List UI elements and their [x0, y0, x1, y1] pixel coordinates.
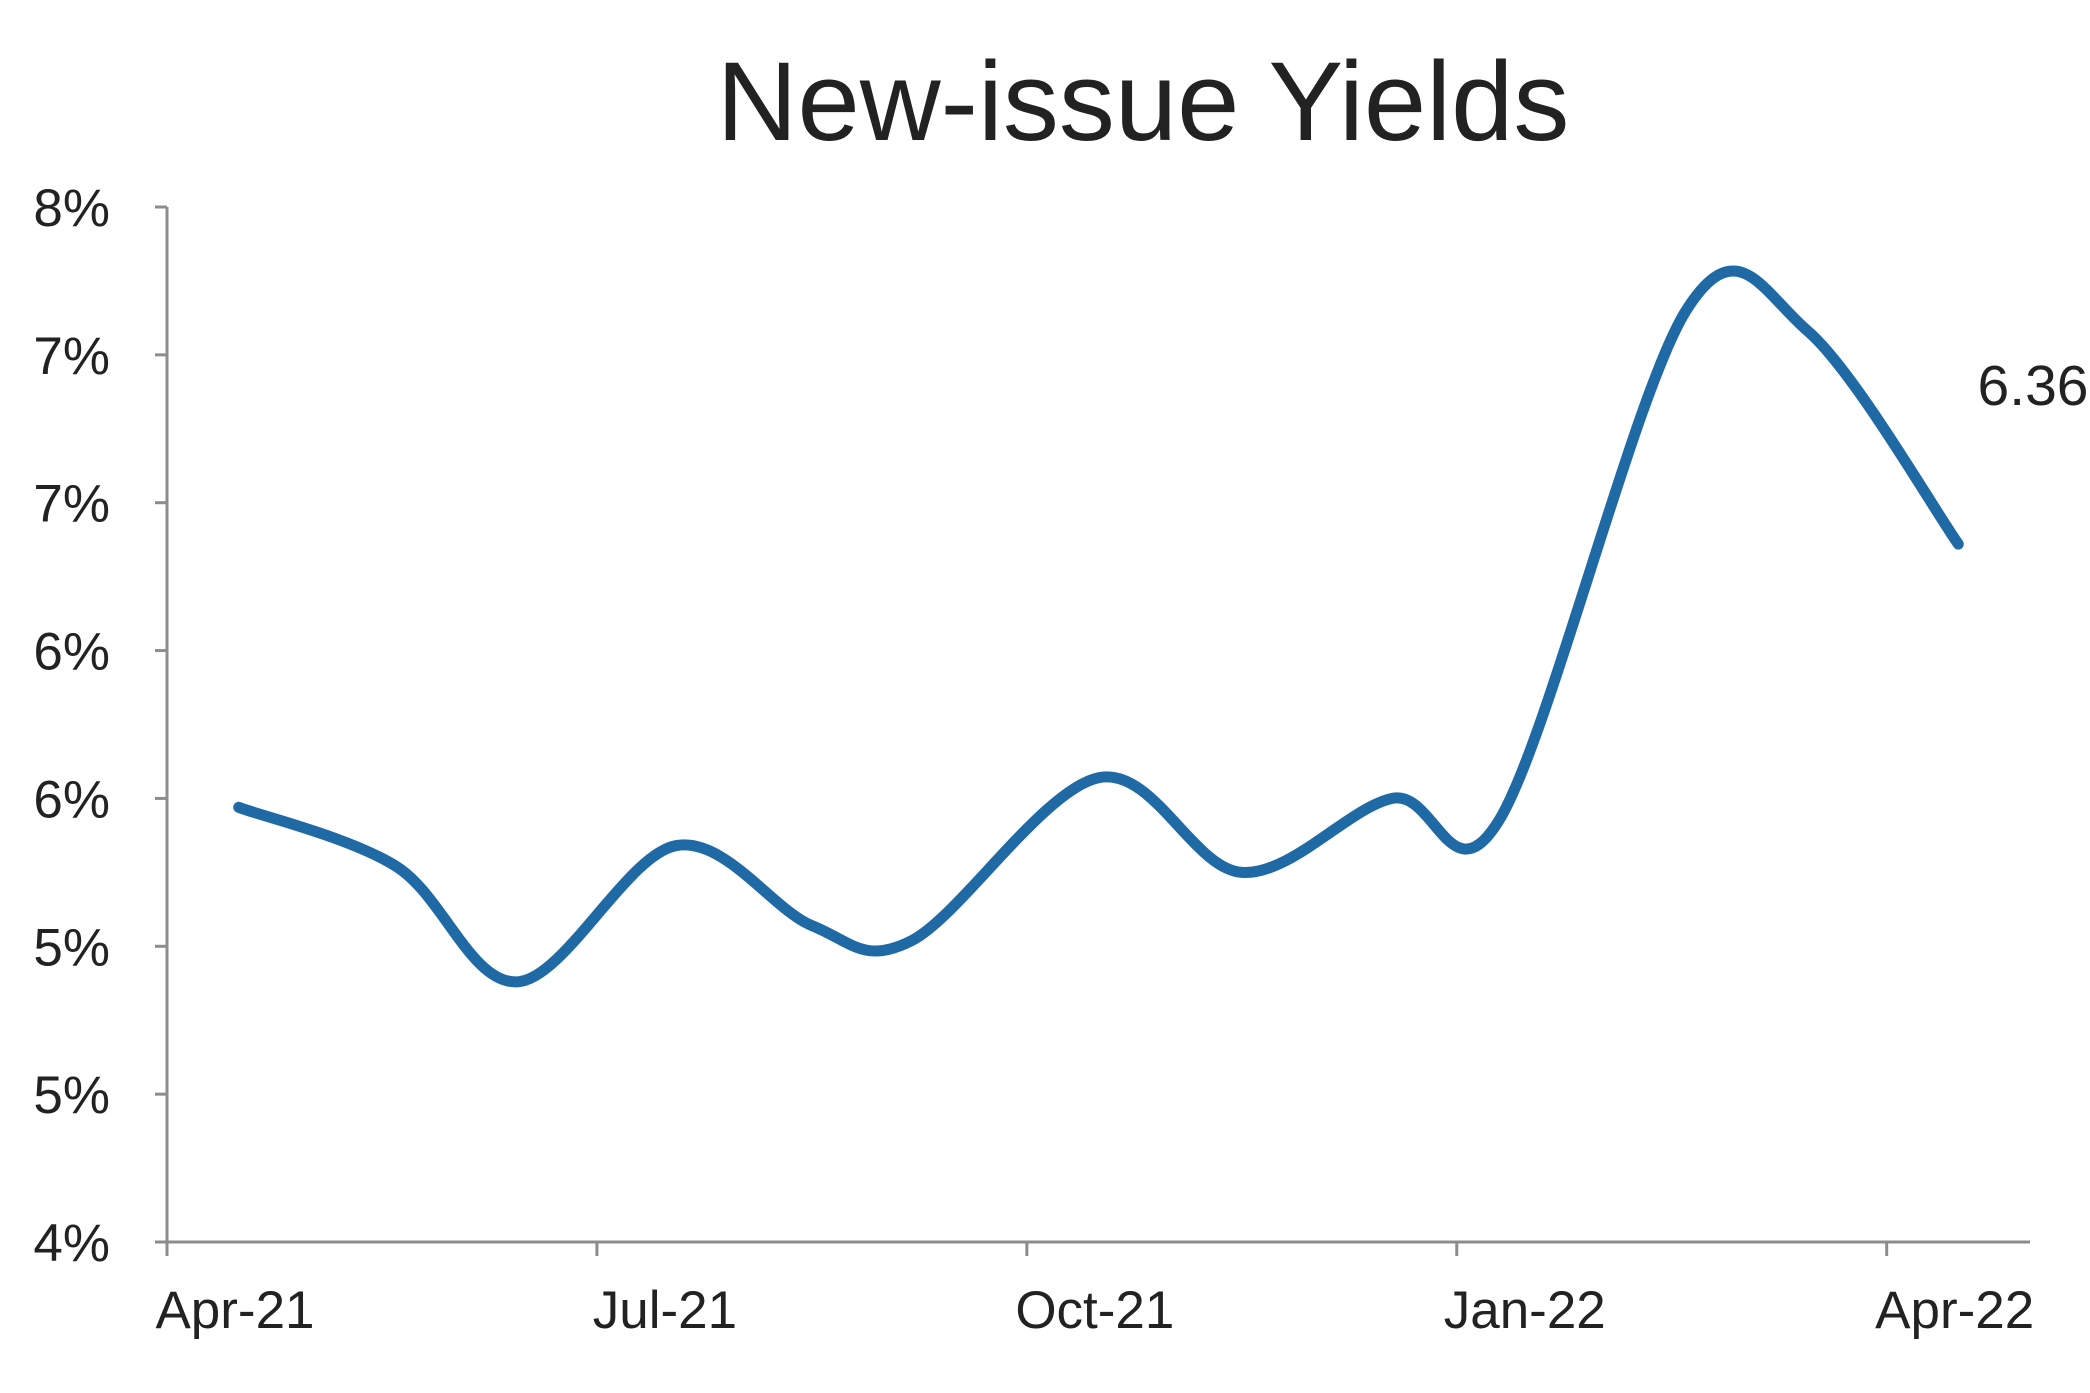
series-line — [233, 265, 1964, 988]
x-tick-label: Apr-21 — [155, 1281, 314, 1340]
y-tick-label: 8% — [33, 179, 110, 238]
y-tick-label: 6% — [33, 623, 110, 682]
x-tick-label: Jan-22 — [1444, 1281, 1606, 1340]
y-tick-label: 5% — [33, 918, 110, 977]
y-axis-ticks: 4% 5% 5% 6% 6% 7% 7% 8% — [33, 179, 167, 1273]
chart-title: New-issue Yields — [717, 39, 1570, 164]
x-tick-label: Jul-21 — [593, 1281, 737, 1340]
series-layer — [233, 265, 1964, 988]
y-tick-label: 6% — [33, 770, 110, 829]
annotation-layer: 6.36% — [1978, 354, 2090, 418]
x-tick-label: Apr-22 — [1875, 1281, 2034, 1340]
y-tick-label: 7% — [33, 475, 110, 534]
y-tick-label: 7% — [33, 327, 110, 386]
x-axis-ticks: Apr-21 Jul-21 Oct-21 Jan-22 Apr-22 — [155, 1242, 2034, 1340]
y-tick-label: 5% — [33, 1066, 110, 1125]
x-tick-label: Oct-21 — [1015, 1281, 1174, 1340]
data-label: 6.36% — [1978, 354, 2090, 418]
y-tick-label: 4% — [33, 1214, 110, 1273]
